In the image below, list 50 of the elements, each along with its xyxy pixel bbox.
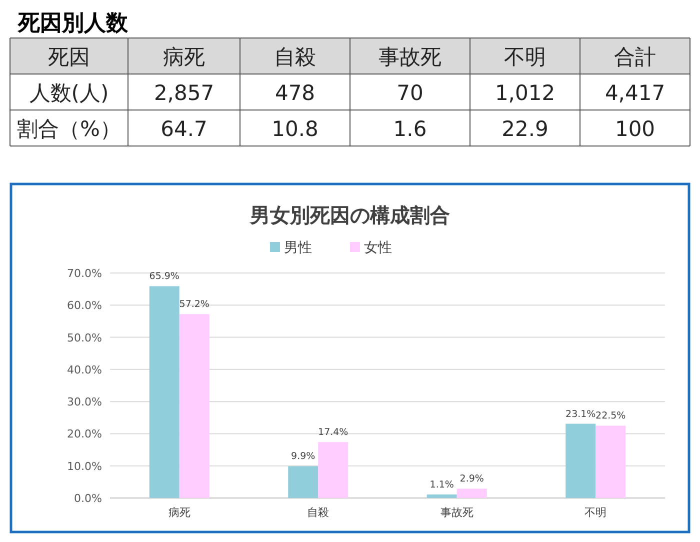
bar xyxy=(426,494,457,498)
text: 4,417 xyxy=(604,81,666,105)
text: 10.8 xyxy=(272,117,318,141)
data-label: 57.2% xyxy=(179,299,210,310)
data-label: 23.1% xyxy=(566,408,596,420)
text: 死因 xyxy=(48,45,90,69)
text: 64.7 xyxy=(160,117,208,141)
text: 病死 xyxy=(163,45,205,69)
text: 自殺 xyxy=(274,45,316,69)
text: 478 xyxy=(274,81,316,105)
text: 1.6 xyxy=(393,117,427,141)
text: 70 xyxy=(396,81,424,105)
y-tick-label: 0.0% xyxy=(74,492,102,505)
bar xyxy=(179,314,210,498)
bar xyxy=(456,488,487,498)
data-label: 9.9% xyxy=(291,451,316,462)
data-label: 1.1% xyxy=(430,479,454,490)
text: 事故死 xyxy=(378,45,442,69)
x-tick-label: 自殺 xyxy=(307,506,330,519)
y-tick-label: 10.0% xyxy=(67,460,102,473)
text: 割合（%） xyxy=(17,117,121,141)
y-tick-label: 60.0% xyxy=(67,299,102,312)
text: 不明 xyxy=(504,45,546,69)
text: 死因別人数 xyxy=(17,11,129,36)
y-tick-label: 20.0% xyxy=(67,428,102,441)
legend-label: 女性 xyxy=(364,240,392,256)
bar xyxy=(318,442,348,498)
data-label: 2.9% xyxy=(460,474,484,485)
y-tick-label: 50.0% xyxy=(67,331,102,344)
bar xyxy=(596,426,626,498)
text: 100 xyxy=(614,117,656,141)
bar xyxy=(288,466,318,498)
data-label: 17.4% xyxy=(318,427,348,438)
x-tick-label: 病死 xyxy=(168,506,190,519)
data-label: 22.5% xyxy=(596,410,626,422)
text: 1,012 xyxy=(494,81,556,105)
data-label: 65.9% xyxy=(149,271,180,282)
bar xyxy=(566,424,596,498)
x-tick-label: 事故死 xyxy=(440,506,474,519)
bar xyxy=(149,286,180,498)
legend-label: 男性 xyxy=(284,240,312,256)
text: 2,857 xyxy=(154,81,214,105)
text: 合計 xyxy=(614,45,656,69)
y-tick-label: 40.0% xyxy=(67,363,102,376)
y-tick-label: 30.0% xyxy=(67,396,102,409)
chart-title: 男女別死因の構成割合 xyxy=(249,203,450,227)
text: 22.9 xyxy=(502,117,548,141)
text: 人数(人) xyxy=(29,81,109,105)
y-tick-label: 70.0% xyxy=(67,267,102,280)
x-tick-label: 不明 xyxy=(584,506,607,519)
